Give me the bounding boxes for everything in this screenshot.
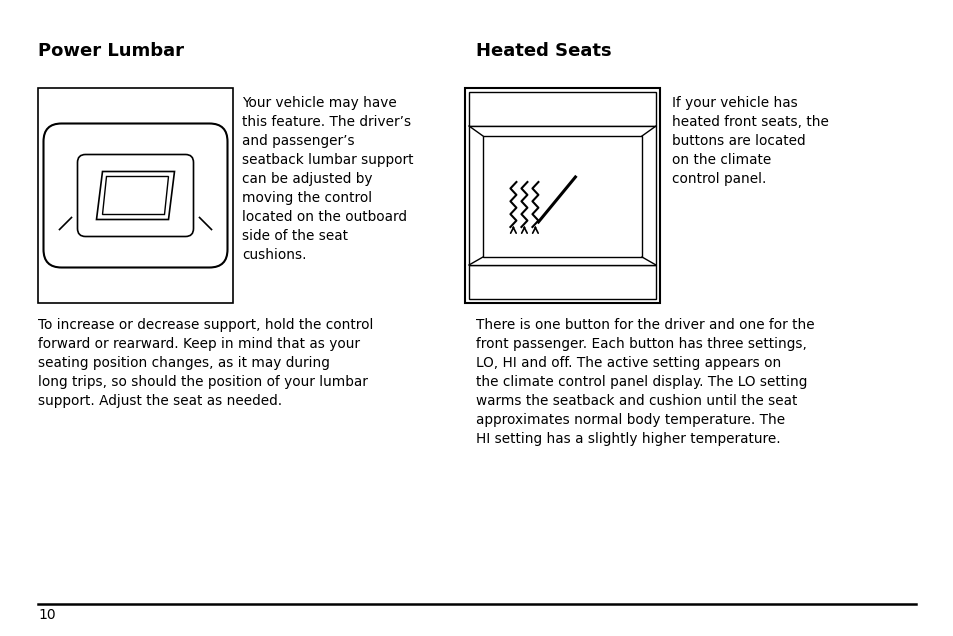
Text: To increase or decrease support, hold the control
forward or rearward. Keep in m: To increase or decrease support, hold th… [38,318,373,408]
Text: Heated Seats: Heated Seats [476,42,611,60]
Bar [469,265,656,299]
Text: There is one button for the driver and one for the
front passenger. Each button : There is one button for the driver and o… [476,318,814,446]
Text: Power Lumbar: Power Lumbar [38,42,184,60]
Polygon shape [96,172,174,219]
Bar [38,88,233,303]
Text: If your vehicle has
heated front seats, the
buttons are located
on the climate
c: If your vehicle has heated front seats, … [671,96,828,186]
Bar [469,92,656,126]
Text: 10: 10 [38,608,55,622]
Bar [482,136,641,257]
Polygon shape [102,177,169,214]
Bar [469,126,656,265]
FancyBboxPatch shape [44,123,227,268]
FancyBboxPatch shape [77,155,193,237]
Text: Your vehicle may have
this feature. The driver’s
and passenger’s
seatback lumbar: Your vehicle may have this feature. The … [242,96,413,261]
Bar [464,88,659,303]
